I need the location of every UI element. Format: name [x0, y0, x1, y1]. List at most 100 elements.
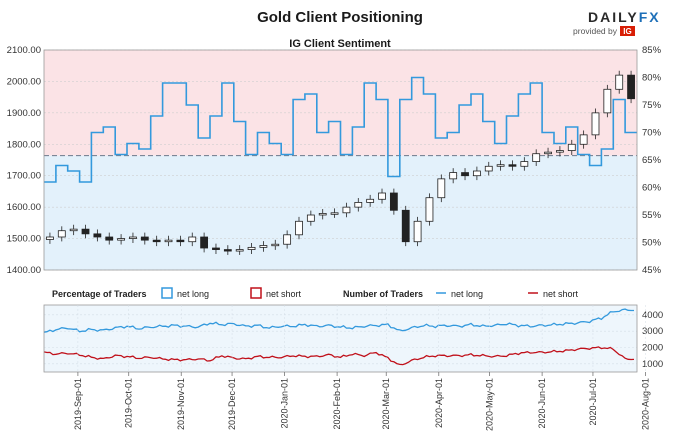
candle-body	[579, 134, 588, 145]
candle-body	[556, 150, 564, 153]
candle-body	[200, 236, 209, 249]
candle-body	[627, 74, 635, 100]
price-tick-label: 1800.00	[7, 139, 41, 150]
candle-body	[603, 88, 612, 114]
candle-body	[306, 214, 315, 222]
candle-body	[532, 153, 541, 162]
candle-body	[318, 213, 327, 216]
legend-group-percentage: Percentage of Traders	[52, 289, 147, 299]
x-tick-label: 2020-Jan-01	[280, 378, 290, 429]
candle-body	[330, 212, 339, 215]
candle-body	[140, 236, 149, 241]
legend-label-pct-short: net short	[266, 289, 302, 299]
legend-group-number: Number of Traders	[343, 289, 423, 299]
svg-text:DAILYFX: DAILYFX	[588, 9, 661, 25]
ig-logo-text: IG	[623, 27, 631, 36]
count-tick-label: 4000	[642, 310, 663, 321]
bottom-grid	[44, 314, 637, 365]
candle-body	[129, 236, 137, 239]
percent-tick-label: 65%	[642, 155, 662, 166]
brand-name-b: FX	[639, 9, 661, 25]
candle-body	[188, 236, 197, 243]
candle-body	[413, 220, 422, 243]
legend: Percentage of Traders net long net short…	[52, 287, 579, 299]
percent-tick-label: 70%	[642, 128, 662, 139]
candle-body	[81, 228, 90, 235]
price-axis: 2100.00 2000.00 1900.00 1800.00 1700.00 1600.…	[7, 45, 41, 276]
candle-body	[295, 220, 303, 236]
price-tick-label: 1900.00	[7, 108, 41, 119]
candle-body	[520, 161, 529, 167]
date-axis: 2019-Sep-01 2019-Oct-01 2019-Nov-01 2019-De…	[73, 305, 651, 431]
count-tick-label: 3000	[642, 326, 663, 337]
legend-label-num-long: net long	[451, 289, 483, 299]
bottom-frame	[43, 304, 638, 373]
candle-body	[247, 246, 256, 250]
candle-body	[567, 143, 576, 151]
candle-body	[342, 206, 351, 214]
candle-body	[152, 239, 161, 243]
percent-tick-label: 50%	[642, 238, 662, 249]
ig-logo-icon	[620, 26, 635, 36]
net-long-percent-line	[44, 76, 637, 183]
candle-body	[176, 239, 185, 243]
x-tick-label: 2019-Dec-01	[227, 378, 237, 430]
price-tick-label: 1700.00	[7, 171, 41, 182]
chart-subtitle: IG Client Sentiment	[289, 38, 391, 50]
candle-body	[271, 243, 280, 247]
x-tick-label: 2019-Sep-01	[73, 378, 83, 430]
candle-body	[354, 202, 363, 208]
percent-tick-label: 60%	[642, 183, 662, 194]
candle-body	[283, 234, 292, 245]
price-tick-label: 1400.00	[7, 265, 41, 276]
candle-body	[401, 209, 410, 243]
candle-body	[508, 164, 517, 167]
percent-tick-label: 45%	[642, 265, 662, 276]
x-tick-label: 2019-Oct-01	[124, 378, 134, 428]
x-tick-label: 2020-Apr-01	[434, 378, 444, 428]
candle-body	[105, 236, 114, 241]
net-short-count-line	[43, 346, 635, 366]
candle-body	[449, 172, 458, 180]
trader-count-panel	[43, 304, 638, 373]
candle-body	[437, 178, 446, 199]
percent-axis: 85% 80% 75% 70% 65% 60% 55% 50% 45%	[642, 45, 662, 276]
candle-body	[46, 236, 54, 240]
long-zone	[44, 155, 637, 270]
bottom-panel-background	[44, 305, 637, 372]
candle-body	[591, 112, 600, 136]
legend-label-pct-long: net long	[177, 289, 209, 299]
x-tick-label: 2020-Aug-01	[641, 378, 651, 430]
percent-tick-label: 55%	[642, 210, 662, 221]
candle-body	[366, 198, 375, 203]
candle-body	[235, 249, 244, 252]
candle-body	[93, 233, 102, 238]
percent-tick-label: 85%	[642, 45, 662, 56]
x-tick-label: 2020-May-01	[485, 378, 495, 431]
candle-body	[223, 249, 232, 252]
x-tick-label: 2019-Nov-01	[176, 378, 186, 430]
candle-body	[259, 245, 268, 248]
brand-provided-by: provided by	[573, 26, 618, 36]
count-tick-label: 2000	[642, 342, 663, 353]
price-tick-label: 2100.00	[7, 45, 41, 56]
x-tick-label: 2020-Jun-01	[537, 378, 547, 429]
legend-swatch-pct-short	[250, 287, 262, 299]
x-tick-label: 2020-Mar-01	[381, 378, 391, 430]
candle-body	[378, 192, 386, 200]
candle-body	[484, 165, 493, 172]
x-tick-label: 2020-Feb-01	[332, 378, 342, 430]
legend-label-num-short: net short	[543, 289, 579, 299]
candle-body	[615, 74, 624, 90]
candle-body	[544, 151, 552, 155]
candle-body	[496, 164, 505, 167]
candle-body	[69, 228, 78, 232]
chart-title: Gold Client Positioning	[257, 9, 423, 26]
candle-body	[461, 172, 469, 177]
candle-body	[164, 239, 173, 243]
price-candles	[46, 70, 635, 255]
candle-body	[57, 230, 66, 238]
candle-body	[472, 170, 481, 177]
brand-name-a: DAILY	[588, 9, 639, 25]
